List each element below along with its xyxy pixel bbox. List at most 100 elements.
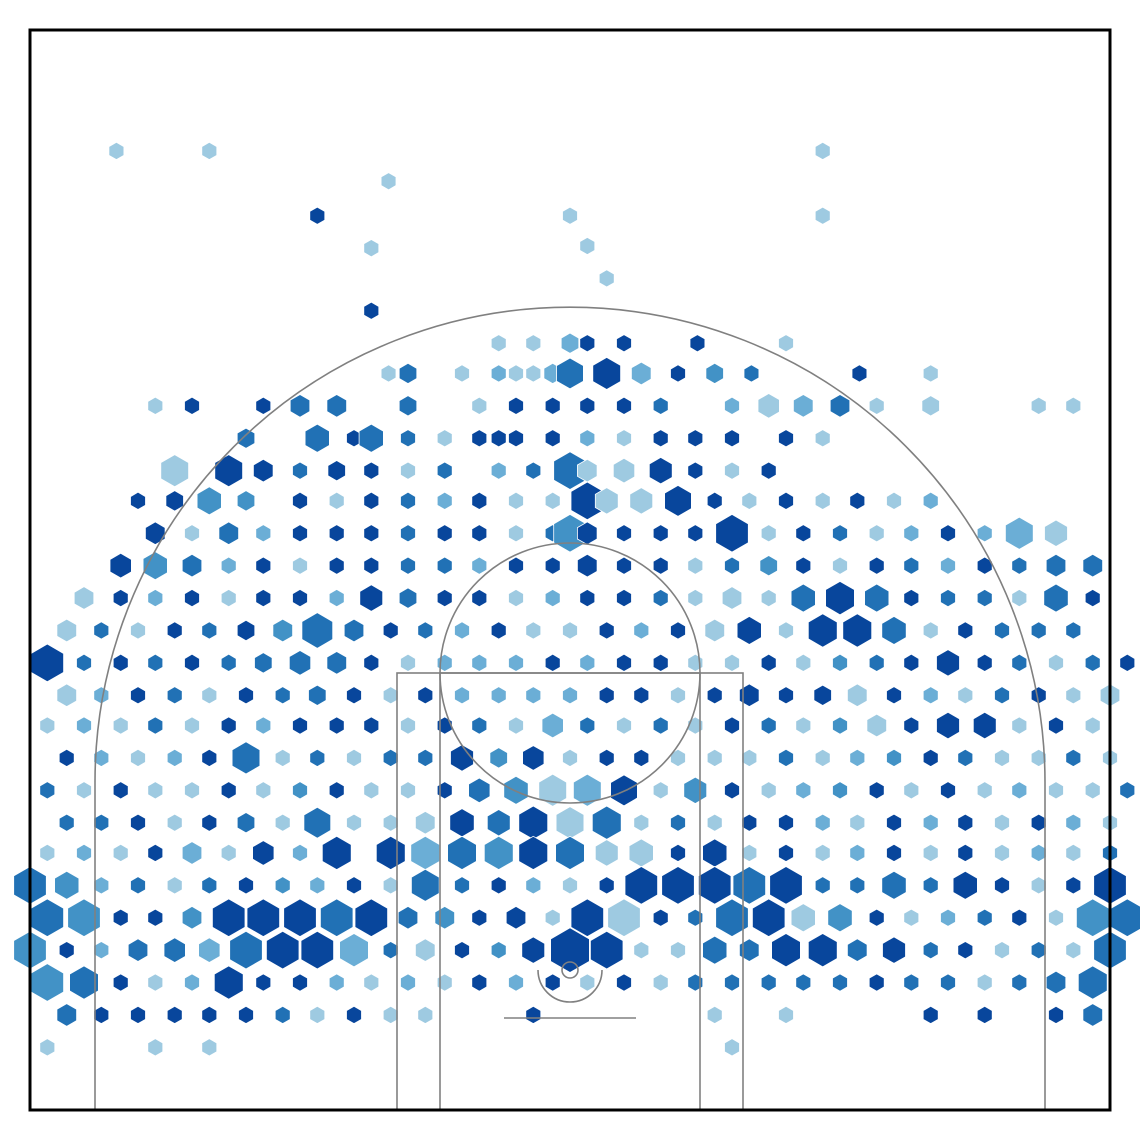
hexbin-cell xyxy=(292,524,308,543)
hexbin-cell xyxy=(525,334,542,353)
hexbin-cell xyxy=(1005,516,1034,550)
hexbin-cell xyxy=(436,973,453,992)
hexbin-cell xyxy=(724,556,740,575)
hexbin-cell xyxy=(881,615,907,645)
hexbin-cell xyxy=(236,619,256,642)
hexbin-cell xyxy=(757,393,780,419)
hexbin-cell xyxy=(807,933,838,968)
hexbin-cell xyxy=(760,653,777,672)
hexbin-cell xyxy=(265,930,300,970)
hexbin-cell xyxy=(629,487,654,515)
hexbin-cell xyxy=(598,621,615,640)
hexbin-cell xyxy=(994,686,1010,705)
hexbin-cell xyxy=(1011,588,1028,608)
hexbin-cell xyxy=(130,1005,146,1025)
hexbin-cell xyxy=(715,898,749,938)
hexbin-cell xyxy=(283,898,317,938)
hexbin-cell xyxy=(414,810,436,835)
hexbin-cell xyxy=(112,781,129,800)
hexbin-cell xyxy=(39,1038,56,1057)
hexbin-cell xyxy=(130,813,146,832)
hexbin-cell xyxy=(363,524,380,543)
hexbin-cell xyxy=(525,364,542,383)
hexbin-cell xyxy=(849,843,866,863)
hexbin-cell xyxy=(93,876,110,895)
hexbin-cell xyxy=(849,748,866,768)
hexbin-cell xyxy=(255,973,272,992)
hexbin-cell xyxy=(795,781,812,800)
hexbin-cell xyxy=(521,936,546,964)
hexbin-cell xyxy=(1065,621,1082,640)
hexbin-cell xyxy=(450,744,474,772)
hexbin-cell xyxy=(579,396,596,415)
hexbin-cell xyxy=(579,334,596,353)
hexbin-cell xyxy=(436,524,453,543)
hexbin-cell xyxy=(1082,553,1103,578)
hexbin-cell xyxy=(166,1005,183,1025)
hexbin-cell xyxy=(166,686,183,705)
hexbin-cell xyxy=(886,748,902,768)
hexbin-cell xyxy=(56,1003,77,1027)
hexbin-cell xyxy=(882,936,906,964)
hexbin-cell xyxy=(538,773,567,807)
hexbin-cell xyxy=(76,716,92,735)
hexbin-cell xyxy=(220,716,237,735)
hexbin-cell xyxy=(69,965,99,1000)
hexbin-cell xyxy=(292,461,308,480)
hexbin-cell xyxy=(832,716,848,735)
hexbin-cell xyxy=(579,236,596,256)
hexbin-cell xyxy=(706,748,723,768)
hexbin-cell xyxy=(592,356,621,390)
hexbin-cell xyxy=(790,903,816,933)
hexbin-cell xyxy=(1030,621,1047,640)
hexbin-cell xyxy=(163,937,186,963)
hexbin-cell xyxy=(165,490,184,512)
hexbin-cell xyxy=(508,429,524,448)
hexbin-cell xyxy=(220,843,237,863)
hexbin-cell xyxy=(778,1005,794,1025)
hexbin-cell xyxy=(1011,556,1028,575)
hexbin-cell xyxy=(400,491,416,510)
hexbin-cell xyxy=(147,843,164,863)
hexbin-cell xyxy=(201,1038,218,1057)
hexbin-cell xyxy=(994,621,1010,640)
hexbin-cell xyxy=(633,748,650,768)
hexbin-cell xyxy=(771,933,801,968)
hexbin-cell xyxy=(778,334,794,353)
hexbin-cell xyxy=(607,898,641,938)
hexbin-cell xyxy=(489,747,508,769)
hexbin-cell xyxy=(201,141,218,161)
hexbin-cell xyxy=(1030,396,1047,415)
hexbin-cell xyxy=(1011,716,1028,735)
hexbin-cell xyxy=(490,876,507,895)
hexbin-cell xyxy=(525,1005,542,1025)
hexbin-cell xyxy=(166,813,183,832)
hexbin-cell xyxy=(832,653,848,672)
hexbin-cell xyxy=(508,556,524,575)
hexbin-cell xyxy=(847,683,868,708)
hexbin-cell xyxy=(851,364,868,383)
hexbin-cell xyxy=(454,364,470,383)
hexbin-cell xyxy=(58,813,75,832)
hexbin-cell xyxy=(112,843,129,863)
hexbin-cell xyxy=(724,396,740,415)
hexbin-cell xyxy=(560,332,580,354)
hexbin-cell xyxy=(328,524,345,543)
hexbin-cell xyxy=(594,487,619,515)
hexbin-cell xyxy=(471,908,488,927)
hexbin-cell xyxy=(544,491,561,510)
hexbin-cell xyxy=(687,588,704,608)
hexbin-cell xyxy=(957,813,974,832)
hexbin-cell xyxy=(1077,965,1108,1000)
hexbin-cell xyxy=(813,684,832,706)
hexbin-cell xyxy=(832,973,848,992)
hexbin-cell xyxy=(594,839,619,867)
hexbin-cell xyxy=(976,524,993,543)
hexbin-cell xyxy=(612,457,636,484)
hexbin-cell xyxy=(220,588,237,608)
hexbin-cell xyxy=(274,686,291,705)
hexbin-cell xyxy=(706,813,723,832)
hexbin-cell xyxy=(866,713,887,738)
hexbin-cell xyxy=(1082,1003,1103,1027)
